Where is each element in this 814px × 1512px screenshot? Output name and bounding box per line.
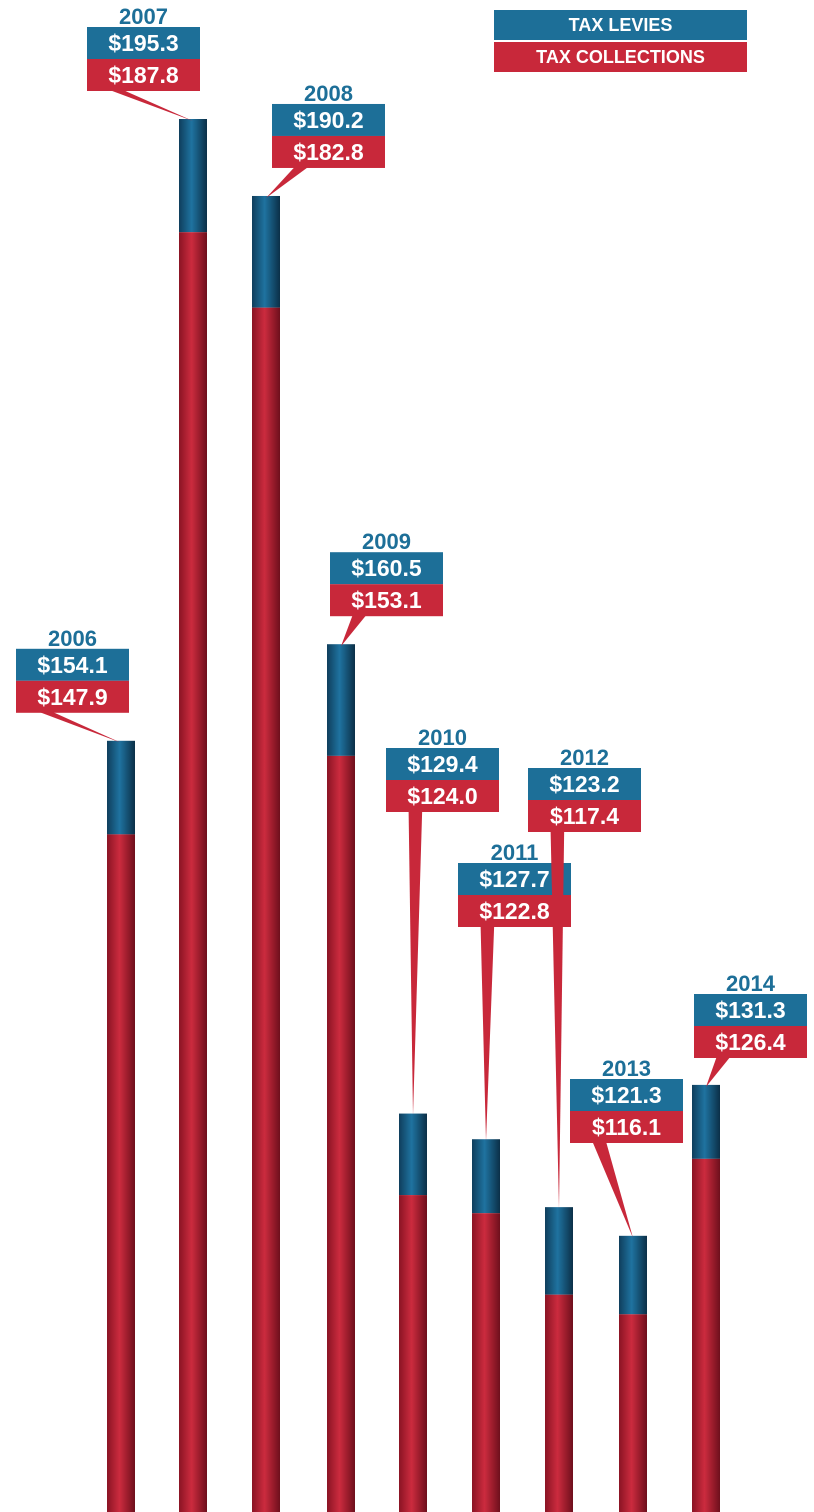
category-label-2013: 2013: [602, 1056, 651, 1081]
label-box-levies-2008: [272, 103, 385, 136]
bar-collections-2007: [179, 232, 207, 1512]
value-label-collections-2007: $187.8: [108, 62, 179, 88]
callout-pointer-2006: [38, 711, 121, 743]
value-label-collections-2008: $182.8: [293, 139, 364, 165]
value-label-collections-2011: $122.8: [479, 898, 550, 924]
bar-collections-2009: [327, 755, 355, 1512]
label-box-collections-2006: [16, 680, 129, 713]
category-label-2012: 2012: [560, 745, 609, 770]
labels-layer: 2006$154.1 $147.9 2007$195.3 $187.8 2008$190…: [16, 4, 807, 1238]
callout-pointer-2012: [550, 831, 565, 1210]
value-label-collections-2013: $116.1: [592, 1114, 661, 1140]
bar-levies-2014: [692, 1084, 720, 1159]
category-label-2008: 2008: [304, 81, 353, 106]
value-label-levies-2014: $131.3: [715, 997, 785, 1023]
bar-levies-2010: [399, 1113, 427, 1196]
value-label-levies-2012: $123.2: [549, 771, 619, 797]
value-label-collections-2010: $124.0: [407, 783, 477, 809]
bar-levies-2013: [619, 1235, 647, 1315]
label-box-levies-2007: [87, 27, 200, 59]
label-box-levies-2013: [570, 1079, 683, 1111]
category-label-2010: 2010: [418, 725, 467, 750]
label-box-collections-2014: [694, 1026, 807, 1058]
value-label-collections-2012: $117.4: [550, 803, 619, 829]
bar-collections-2013: [619, 1314, 647, 1512]
value-label-collections-2009: $153.1: [351, 587, 422, 613]
label-box-collections-2008: [272, 135, 385, 168]
bar-collections-2010: [399, 1195, 427, 1512]
value-label-levies-2008: $190.2: [293, 107, 363, 133]
bar-collections-2011: [472, 1213, 500, 1512]
callout-pointer-2007: [109, 90, 193, 121]
bar-levies-2008: [252, 195, 280, 308]
label-box-levies-2012: [528, 768, 641, 800]
label-box-levies-2009: [330, 552, 443, 585]
category-label-2011: 2011: [491, 840, 539, 865]
value-label-collections-2006: $147.9: [37, 684, 107, 710]
value-label-levies-2013: $121.3: [591, 1082, 661, 1108]
legend: TAX LEVIES TAX COLLECTIONS: [494, 10, 747, 74]
legend-collections: TAX COLLECTIONS: [494, 42, 747, 72]
callout-pointer-2011: [480, 926, 495, 1142]
bar-levies-2011: [472, 1139, 500, 1214]
bars-layer: [107, 119, 720, 1512]
value-label-levies-2009: $160.5: [351, 555, 422, 581]
category-label-2006: 2006: [48, 626, 97, 651]
label-box-levies-2006: [16, 648, 129, 681]
category-label-2009: 2009: [362, 529, 411, 554]
value-label-collections-2014: $126.4: [715, 1029, 786, 1055]
bar-levies-2012: [545, 1207, 573, 1295]
bar-collections-2008: [252, 307, 280, 1512]
label-box-levies-2014: [694, 994, 807, 1026]
bar-collections-2012: [545, 1294, 573, 1512]
value-label-levies-2007: $195.3: [108, 30, 178, 56]
value-label-levies-2010: $129.4: [407, 751, 478, 777]
value-label-levies-2011: $127.7: [479, 866, 549, 892]
callout-pointer-2009: [341, 615, 367, 647]
label-box-collections-2007: [87, 59, 200, 91]
callout-pointer-2014: [706, 1057, 731, 1087]
label-box-collections-2013: [570, 1111, 683, 1143]
bar-collections-2014: [692, 1158, 720, 1512]
callout-pointer-2008: [266, 166, 309, 198]
callout-pointer-2013: [592, 1142, 633, 1238]
callout-pointer-2010: [408, 811, 423, 1116]
value-label-levies-2006: $154.1: [37, 652, 108, 678]
bar-collections-2006: [107, 834, 135, 1512]
category-label-2007: 2007: [119, 4, 168, 29]
bar-levies-2007: [179, 119, 207, 233]
label-box-collections-2012: [528, 800, 641, 832]
category-label-2014: 2014: [726, 971, 776, 996]
bar-levies-2009: [327, 644, 355, 756]
label-box-collections-2010: [386, 780, 499, 812]
legend-levies: TAX LEVIES: [494, 10, 747, 40]
label-box-collections-2009: [330, 584, 443, 617]
bar-levies-2006: [107, 740, 135, 835]
label-box-levies-2010: [386, 748, 499, 780]
